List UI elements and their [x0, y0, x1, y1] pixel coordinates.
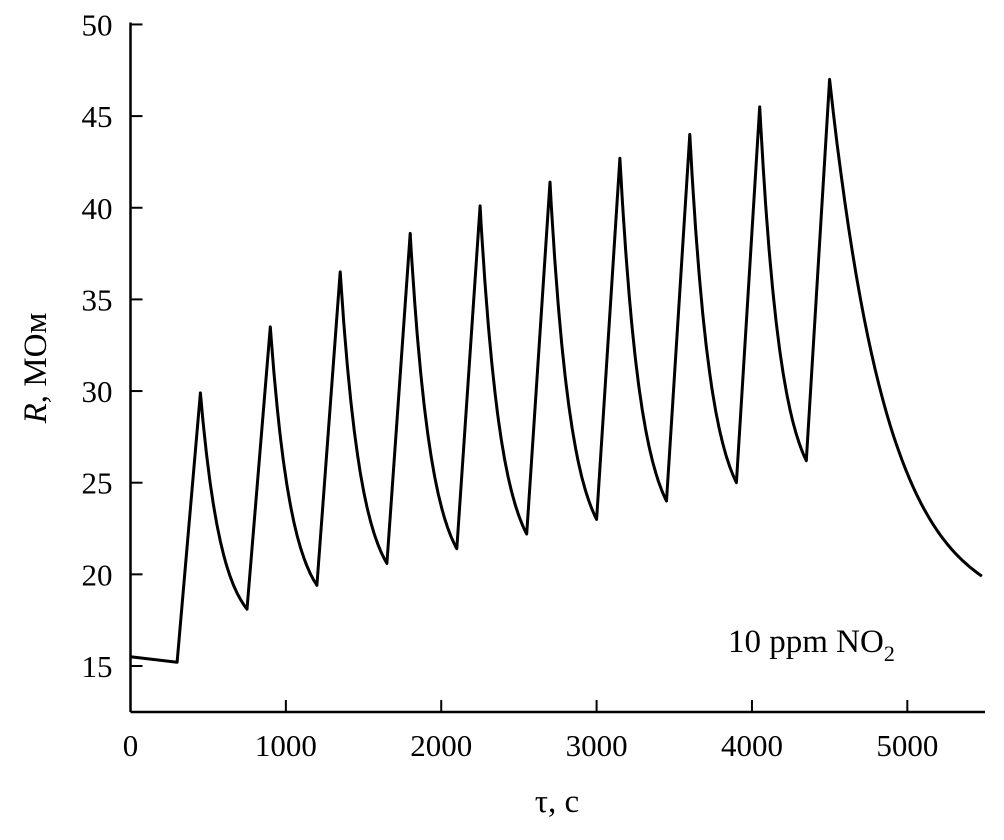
y-axis-label-symbol: R — [18, 403, 54, 424]
x-axis-label: τ, с — [535, 784, 579, 820]
x-tick-label: 2000 — [410, 728, 472, 763]
x-tick-label: 0 — [123, 728, 139, 763]
x-tick-label: 4000 — [721, 728, 783, 763]
x-tick-label: 5000 — [876, 728, 938, 763]
annotation-gas: 10 ppm NO2 — [728, 624, 895, 666]
x-tick-label: 1000 — [255, 728, 317, 763]
y-tick-label: 30 — [82, 374, 113, 409]
y-tick-label: 45 — [82, 99, 113, 134]
y-tick-label: 40 — [82, 191, 113, 226]
y-tick-label: 15 — [82, 649, 113, 684]
y-axis-label: R, МОм — [18, 313, 54, 425]
axes: 15 20 25 30 35 40 45 50 0 1000 2000 3000 4000 5000 — [82, 7, 985, 763]
y-tick-label: 20 — [82, 557, 113, 592]
annotation-subscript: 2 — [884, 641, 895, 666]
y-axis-label-unit: , МОм — [18, 313, 54, 404]
x-tick-label: 3000 — [566, 728, 628, 763]
y-tick-label: 50 — [82, 7, 113, 42]
y-tick-label: 35 — [82, 282, 113, 317]
y-tick-label: 25 — [82, 466, 113, 501]
series-line-resistance — [130, 77, 983, 664]
